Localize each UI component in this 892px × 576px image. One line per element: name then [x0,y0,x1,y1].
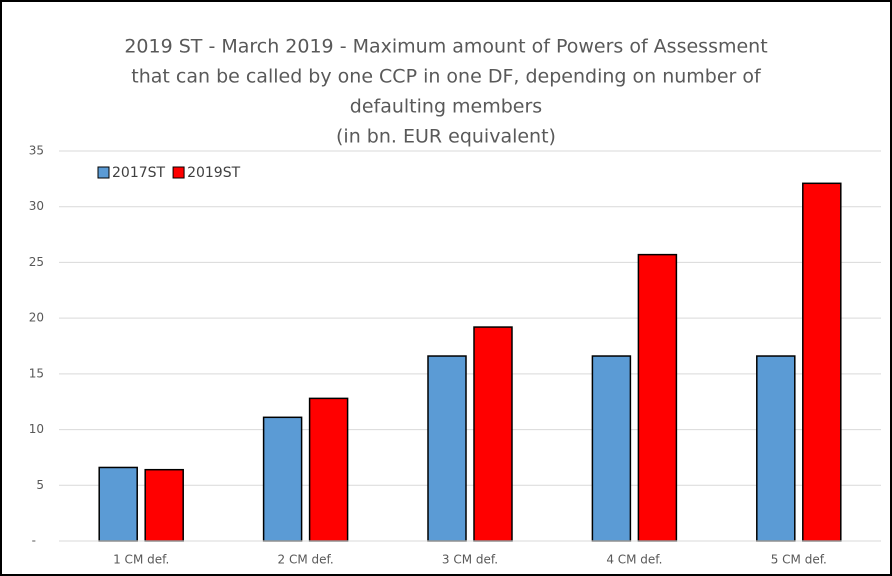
chart-title: (in bn. EUR equivalent) [336,126,556,148]
bar [308,397,349,542]
bar [637,253,678,542]
x-tick-label: 4 CM def. [606,553,662,567]
bar [262,416,303,542]
bar [473,326,513,542]
x-tick-label: 3 CM def. [442,553,498,567]
x-tick-label: 5 CM def. [771,553,827,567]
bar [427,355,467,542]
legend-label: 2017ST [112,165,166,181]
x-tick-label: 2 CM def. [278,553,334,567]
legend-swatch [172,166,185,179]
y-tick-label: 35 [29,144,44,158]
y-tick-label: 10 [29,422,44,436]
y-tick-label: 20 [29,311,44,325]
legend-swatch [97,166,110,179]
y-tick-label: 30 [29,199,44,213]
legend-label: 2019ST [187,165,241,181]
y-tick-label: 5 [36,478,44,492]
bar [802,182,842,542]
bar [98,466,138,542]
y-tick-label: 15 [29,366,44,380]
chart-title: defaulting members [350,96,542,118]
x-tick-label: 1 CM def. [113,553,169,567]
chart-title: that can be called by one CCP in one DF,… [131,66,762,88]
bar [756,355,796,542]
bar [144,468,184,542]
chart-title: 2019 ST - March 2019 - Maximum amount of… [124,36,767,58]
y-tick-label: 25 [29,255,44,269]
y-tick-label: - [32,534,36,548]
bar [591,355,632,542]
